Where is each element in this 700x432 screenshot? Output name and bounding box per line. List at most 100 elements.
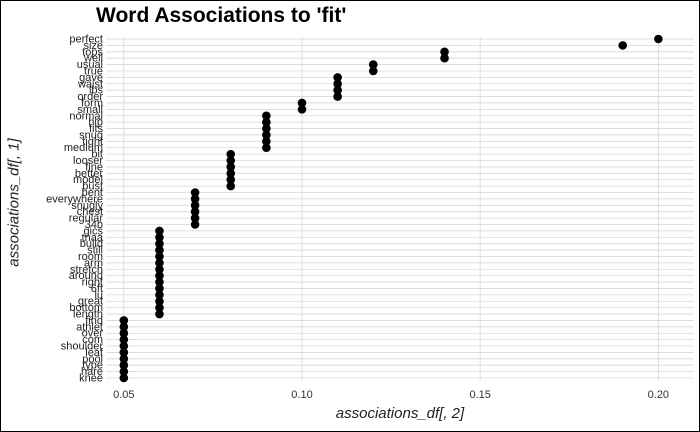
data-point [333, 73, 342, 82]
y-tick-label: small [77, 104, 103, 116]
data-point [119, 316, 129, 325]
x-tick-labels: 0.05 0.10 0.15 0.20 [113, 389, 669, 401]
data-point [226, 181, 236, 191]
y-tick-label: snug [79, 129, 103, 141]
data-point [155, 309, 164, 319]
y-tick-label: regular [69, 213, 104, 225]
chart-title: Word Associations to 'fit' [96, 4, 347, 27]
data-point [440, 53, 449, 63]
data-point [119, 341, 129, 351]
y-tick-label: 6ft [91, 283, 103, 295]
y-tick-label: lbs [89, 85, 104, 97]
y-tick-label: perfect [69, 34, 103, 46]
y-tick-label: tight [82, 136, 103, 148]
data-point [155, 290, 164, 300]
y-tick-label: build [80, 238, 103, 250]
y-tick-label: find [85, 315, 103, 327]
y-tick-label: gave [79, 72, 103, 84]
data-point [262, 137, 271, 146]
y-tick-label: size [83, 40, 103, 52]
x-tick-label: 0.05 [113, 389, 134, 401]
data-point [155, 245, 164, 255]
data-point [119, 373, 129, 383]
data-point [119, 348, 129, 357]
y-tick-labels: perfectsizetopswellusualtruegavewaistlbs… [46, 34, 104, 385]
y-tick-label: everywhere [46, 193, 103, 205]
y-tick-label: pool [82, 353, 103, 365]
data-point [155, 258, 164, 268]
y-tick-label: type [82, 360, 103, 372]
y-tick-label: chest [77, 206, 103, 218]
data-point [297, 105, 307, 114]
y-tick-label: bottom [69, 302, 103, 314]
data-point [190, 201, 200, 210]
y-tick-label: fits [89, 123, 104, 135]
data-point [618, 41, 628, 50]
data-point [190, 194, 200, 204]
y-tick-label: medium [64, 142, 103, 154]
data-point [119, 360, 129, 370]
y-axis-label: associations_df[, 1] [5, 138, 23, 267]
data-point [226, 162, 236, 172]
y-tick-label: gics [83, 225, 103, 237]
y-tick-label: over [82, 328, 104, 340]
data-point [155, 296, 164, 306]
data-point [190, 220, 200, 229]
data-point [440, 47, 449, 57]
data-point [190, 188, 200, 197]
y-tick-label: com [82, 334, 103, 346]
data-point [333, 79, 342, 89]
data-point [333, 85, 342, 95]
y-tick-label: knee [79, 373, 103, 385]
y-tick-label: around [69, 270, 103, 282]
y-tick-label: still [87, 245, 103, 257]
data-point [119, 328, 129, 338]
data-point [155, 271, 164, 280]
data-point [297, 98, 307, 108]
data-point [226, 149, 236, 159]
data-point [155, 264, 164, 274]
y-tick-label: waist [77, 78, 103, 90]
y-tick-label: 34b [85, 219, 103, 231]
y-tick-label: great [78, 296, 103, 308]
data-point [190, 207, 200, 216]
y-tick-label: fine [85, 161, 103, 173]
data-point [190, 213, 200, 223]
data-point [119, 335, 129, 344]
y-tick-label: better [75, 168, 103, 180]
data-point [155, 239, 164, 248]
data-point [368, 66, 378, 76]
data-point [262, 124, 271, 133]
y-tick-label: bust [82, 181, 103, 193]
y-tick-label: normal [69, 110, 103, 122]
y-tick-label: stretch [70, 264, 103, 276]
y-tick-label: hip [88, 117, 103, 129]
y-tick-label: model [73, 174, 103, 186]
data-point [262, 111, 271, 121]
y-tick-label: usual [77, 59, 103, 71]
data-point [155, 277, 164, 287]
y-tick-label: arm [84, 257, 103, 269]
x-tick-label: 0.20 [648, 389, 669, 401]
y-tick-label: tnaa [82, 232, 104, 244]
y-tick-label: room [78, 251, 103, 263]
data-point [368, 60, 378, 69]
y-tick-label: well [83, 53, 103, 65]
data-point [155, 252, 164, 261]
data-point [119, 367, 129, 376]
data-point [155, 232, 164, 242]
y-tick-label: true [84, 65, 103, 77]
y-tick-label: bent [82, 187, 103, 199]
data-point [262, 117, 271, 127]
data-point [262, 143, 271, 153]
data-point [155, 284, 164, 293]
y-tick-label: snugly [71, 200, 103, 212]
x-axis-label: associations_df[, 2] [335, 405, 465, 422]
data-point [155, 226, 164, 236]
data-point [262, 130, 271, 140]
y-tick-label: looser [73, 155, 103, 167]
y-tick-label: length [73, 309, 103, 321]
y-tick-label: right [82, 277, 103, 289]
